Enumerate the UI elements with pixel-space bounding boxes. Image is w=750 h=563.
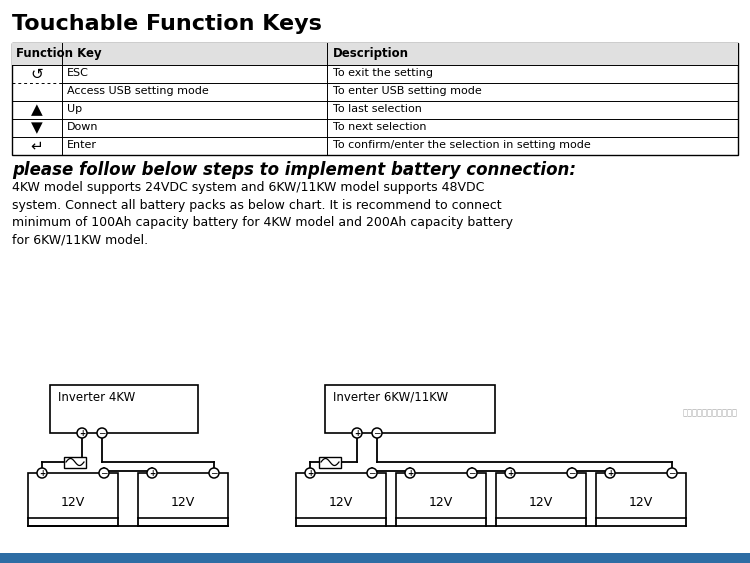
Circle shape <box>605 468 615 478</box>
Text: +: + <box>354 428 360 437</box>
Bar <box>0 553 750 563</box>
Text: −: − <box>568 468 576 477</box>
Text: 12V: 12V <box>529 496 553 509</box>
Text: Enter: Enter <box>67 140 97 150</box>
Text: please follow below steps to implement battery connection:: please follow below steps to implement b… <box>12 161 576 179</box>
Text: ▲: ▲ <box>31 102 43 118</box>
Bar <box>64 457 86 467</box>
Bar <box>319 457 341 467</box>
Circle shape <box>352 428 362 438</box>
Text: +: + <box>79 428 85 437</box>
Circle shape <box>77 428 87 438</box>
Text: To enter USB setting mode: To enter USB setting mode <box>333 86 482 96</box>
Text: To exit the setting: To exit the setting <box>333 68 433 78</box>
Text: −: − <box>210 468 218 477</box>
Text: 12V: 12V <box>429 496 453 509</box>
Text: −: − <box>668 468 676 477</box>
Circle shape <box>99 468 109 478</box>
Text: ↺: ↺ <box>31 66 44 82</box>
Bar <box>496 473 586 518</box>
Text: Inverter 6KW/11KW: Inverter 6KW/11KW <box>333 391 448 404</box>
Circle shape <box>467 468 477 478</box>
Circle shape <box>405 468 415 478</box>
Circle shape <box>97 428 107 438</box>
Text: To next selection: To next selection <box>333 122 427 132</box>
Bar <box>50 385 198 433</box>
Text: 12V: 12V <box>61 496 85 509</box>
Text: +: + <box>39 468 45 477</box>
Bar <box>296 473 386 518</box>
Text: Up: Up <box>67 104 82 114</box>
Text: −: − <box>368 468 376 477</box>
Circle shape <box>567 468 577 478</box>
Circle shape <box>209 468 219 478</box>
Bar <box>12 43 738 155</box>
Text: Access USB setting mode: Access USB setting mode <box>67 86 209 96</box>
Text: 12V: 12V <box>328 496 353 509</box>
Circle shape <box>367 468 377 478</box>
Text: ↵: ↵ <box>31 138 44 154</box>
Text: 12V: 12V <box>628 496 653 509</box>
Bar <box>396 473 486 518</box>
Circle shape <box>147 468 157 478</box>
Circle shape <box>37 468 47 478</box>
Text: −: − <box>98 428 106 437</box>
Text: Down: Down <box>67 122 98 132</box>
Text: −: − <box>100 468 108 477</box>
Text: 深圳吉自达科技有限公司: 深圳吉自达科技有限公司 <box>683 408 738 417</box>
Circle shape <box>667 468 677 478</box>
Text: Touchable Function Keys: Touchable Function Keys <box>12 14 322 34</box>
Bar <box>596 473 686 518</box>
Text: −: − <box>374 428 381 437</box>
Text: −: − <box>468 468 476 477</box>
Text: 4KW model supports 24VDC system and 6KW/11KW model supports 48VDC
system. Connec: 4KW model supports 24VDC system and 6KW/… <box>12 181 513 247</box>
Circle shape <box>372 428 382 438</box>
Bar <box>138 473 228 518</box>
Circle shape <box>305 468 315 478</box>
Text: +: + <box>507 468 513 477</box>
Text: +: + <box>307 468 314 477</box>
Bar <box>12 43 738 65</box>
Text: To last selection: To last selection <box>333 104 422 114</box>
Text: Function Key: Function Key <box>16 47 102 60</box>
Text: ESC: ESC <box>67 68 88 78</box>
Text: +: + <box>148 468 155 477</box>
Circle shape <box>505 468 515 478</box>
Text: Description: Description <box>333 47 409 60</box>
Text: ▼: ▼ <box>31 120 43 136</box>
Text: Inverter 4KW: Inverter 4KW <box>58 391 135 404</box>
Text: +: + <box>607 468 613 477</box>
Text: To confirm/enter the selection in setting mode: To confirm/enter the selection in settin… <box>333 140 591 150</box>
Text: +: + <box>406 468 413 477</box>
Text: 12V: 12V <box>171 496 195 509</box>
Bar <box>28 473 118 518</box>
Bar <box>325 385 495 433</box>
